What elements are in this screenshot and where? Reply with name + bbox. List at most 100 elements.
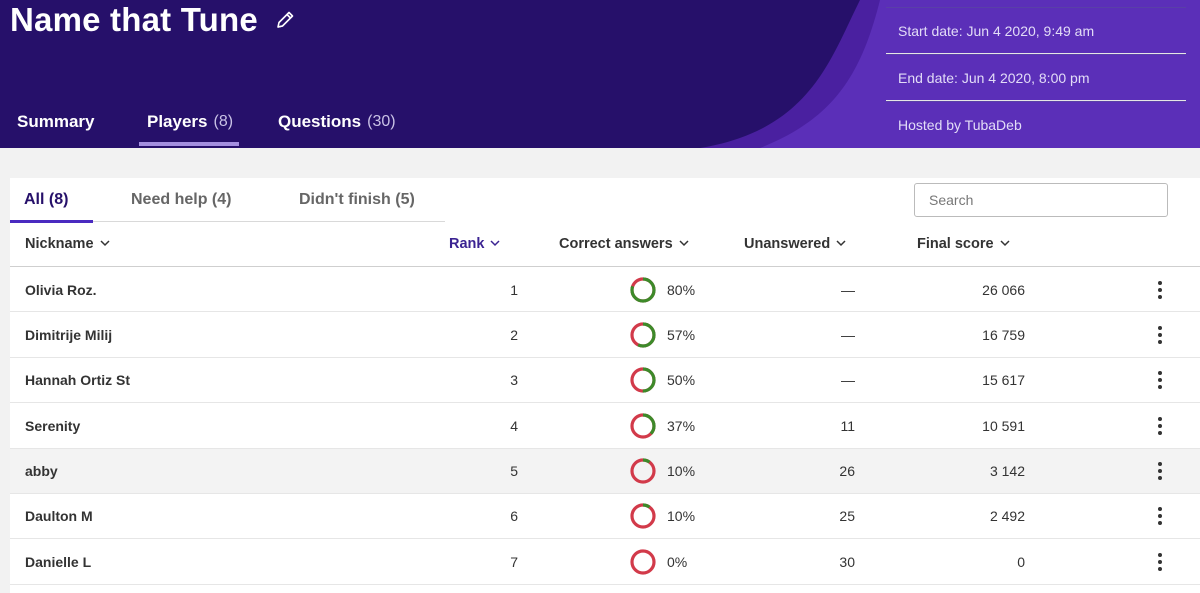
- table-row[interactable]: Dimitrije Milij 2 57% — 16 759: [10, 312, 1200, 358]
- donut-correct-arc: [630, 503, 656, 530]
- tab-questions[interactable]: Questions (30): [270, 98, 404, 146]
- filter-tabs: All (8) Need help (4) Didn't finish (5): [10, 178, 445, 223]
- end-date: End date: Jun 4 2020, 8:00 pm: [886, 54, 1186, 101]
- correct-percentage: 50%: [667, 372, 696, 389]
- correct-percentage: 80%: [667, 281, 696, 298]
- donut-correct-arc: [630, 322, 656, 348]
- more-options-icon[interactable]: [1150, 312, 1170, 357]
- final-score: 16 759: [982, 326, 1025, 343]
- correct-percentage: 57%: [667, 326, 696, 343]
- chevron-down-icon: [836, 240, 846, 247]
- unanswered-count: 11: [840, 417, 855, 434]
- final-score: 3 142: [989, 463, 1025, 480]
- host-name: Hosted by TubaDeb: [886, 101, 1186, 148]
- player-nickname[interactable]: Olivia Roz.: [25, 281, 97, 298]
- correct-donut: [628, 539, 658, 584]
- column-rank[interactable]: Rank: [449, 222, 500, 266]
- player-nickname[interactable]: Serenity: [25, 417, 81, 434]
- column-nickname[interactable]: Nickname: [25, 222, 110, 266]
- player-rank: 4: [510, 417, 518, 434]
- more-options-icon[interactable]: [1150, 358, 1170, 403]
- donut-correct-arc: [630, 367, 656, 393]
- column-score-label: Final score: [917, 236, 994, 252]
- player-nickname[interactable]: Danielle L: [25, 553, 92, 570]
- correct-donut: [628, 312, 658, 357]
- donut-correct-arc: [630, 458, 656, 484]
- tab-questions-label: Questions: [278, 112, 362, 131]
- player-nickname[interactable]: Dimitrije Milij: [25, 326, 113, 343]
- column-nickname-label: Nickname: [25, 236, 94, 252]
- column-final-score[interactable]: Final score: [917, 222, 1010, 266]
- unanswered-count: —: [841, 372, 855, 389]
- filter-didnt-finish[interactable]: Didn't finish (5): [299, 191, 415, 208]
- tab-summary[interactable]: Summary: [9, 98, 102, 146]
- correct-donut: [628, 358, 658, 403]
- more-options-icon[interactable]: [1150, 539, 1170, 584]
- player-nickname[interactable]: Daulton M: [25, 508, 93, 525]
- correct-percentage: 37%: [667, 417, 696, 434]
- unanswered-count: —: [841, 326, 855, 343]
- chevron-down-icon: [490, 240, 500, 247]
- start-date: Start date: Jun 4 2020, 9:49 am: [886, 7, 1186, 54]
- player-rank: 3: [510, 372, 518, 389]
- table-row[interactable]: Daulton M 6 10% 25 2 492: [10, 494, 1200, 540]
- more-options-icon[interactable]: [1150, 403, 1170, 448]
- donut-correct-arc: [630, 276, 656, 303]
- player-rank: 1: [510, 281, 518, 298]
- correct-percentage: 10%: [667, 463, 696, 480]
- table-row[interactable]: Olivia Roz. 1 80% — 26 066: [10, 267, 1200, 313]
- unanswered-count: 30: [839, 553, 855, 570]
- final-score: 26 066: [982, 281, 1025, 298]
- final-score: 0: [1017, 553, 1025, 570]
- table-row[interactable]: Serenity 4 37% 11 10 591: [10, 403, 1200, 449]
- column-correct-answers[interactable]: Correct answers: [559, 222, 689, 266]
- final-score: 10 591: [982, 417, 1025, 434]
- quiz-info-panel: Start date: Jun 4 2020, 9:49 am End date…: [886, 7, 1186, 148]
- search-input[interactable]: [914, 183, 1168, 217]
- unanswered-count: —: [841, 281, 855, 298]
- table-header: Nickname Rank Correct answers Unanswered…: [10, 222, 1200, 267]
- player-nickname[interactable]: Hannah Ortiz St: [25, 372, 131, 389]
- filter-need-help[interactable]: Need help (4): [131, 191, 232, 208]
- donut-incorrect-arc: [630, 458, 656, 484]
- unanswered-count: 26: [839, 463, 855, 480]
- more-options-icon[interactable]: [1150, 449, 1170, 494]
- player-rank: 6: [510, 508, 518, 525]
- column-unanswered[interactable]: Unanswered: [744, 222, 846, 266]
- correct-donut: [628, 449, 658, 494]
- chevron-down-icon: [1000, 240, 1010, 247]
- column-correct-label: Correct answers: [559, 236, 673, 252]
- player-rank: 7: [510, 553, 518, 570]
- quiz-header: Name that Tune Summary Players (8) Quest…: [0, 0, 1200, 148]
- column-unanswered-label: Unanswered: [744, 236, 831, 252]
- title-row: Name that Tune: [10, 0, 296, 40]
- tab-players-count: (8): [213, 113, 234, 130]
- unanswered-count: 25: [839, 508, 855, 525]
- players-card: All (8) Need help (4) Didn't finish (5) …: [10, 178, 1200, 593]
- tab-summary-label: Summary: [17, 112, 95, 131]
- tab-questions-count: (30): [367, 113, 396, 130]
- filter-all[interactable]: All (8): [10, 178, 93, 223]
- player-rank: 2: [510, 326, 518, 343]
- table-row[interactable]: Danielle L 7 0% 30 0: [10, 539, 1200, 585]
- header-background-wave: [700, 0, 1200, 148]
- final-score: 2 492: [989, 508, 1025, 525]
- more-options-icon[interactable]: [1150, 267, 1170, 312]
- final-score: 15 617: [982, 372, 1025, 389]
- page-title: Name that Tune: [10, 1, 258, 38]
- correct-donut: [628, 403, 658, 448]
- correct-donut: [628, 494, 658, 539]
- more-options-icon[interactable]: [1150, 494, 1170, 539]
- chevron-down-icon: [99, 240, 110, 247]
- table-row[interactable]: Hannah Ortiz St 3 50% — 15 617: [10, 358, 1200, 404]
- donut-incorrect-arc: [630, 549, 656, 575]
- chevron-down-icon: [679, 240, 689, 247]
- pencil-icon[interactable]: [274, 9, 296, 31]
- player-nickname[interactable]: abby: [25, 463, 58, 480]
- players-table-body: Olivia Roz. 1 80% — 26 066 Dimitrije Mil…: [10, 267, 1200, 585]
- correct-percentage: 0%: [667, 553, 688, 570]
- table-row[interactable]: abby 5 10% 26 3 142: [10, 448, 1200, 494]
- column-rank-label: Rank: [449, 236, 485, 252]
- donut-correct-arc: [630, 413, 656, 439]
- tab-players[interactable]: Players (8): [139, 98, 239, 146]
